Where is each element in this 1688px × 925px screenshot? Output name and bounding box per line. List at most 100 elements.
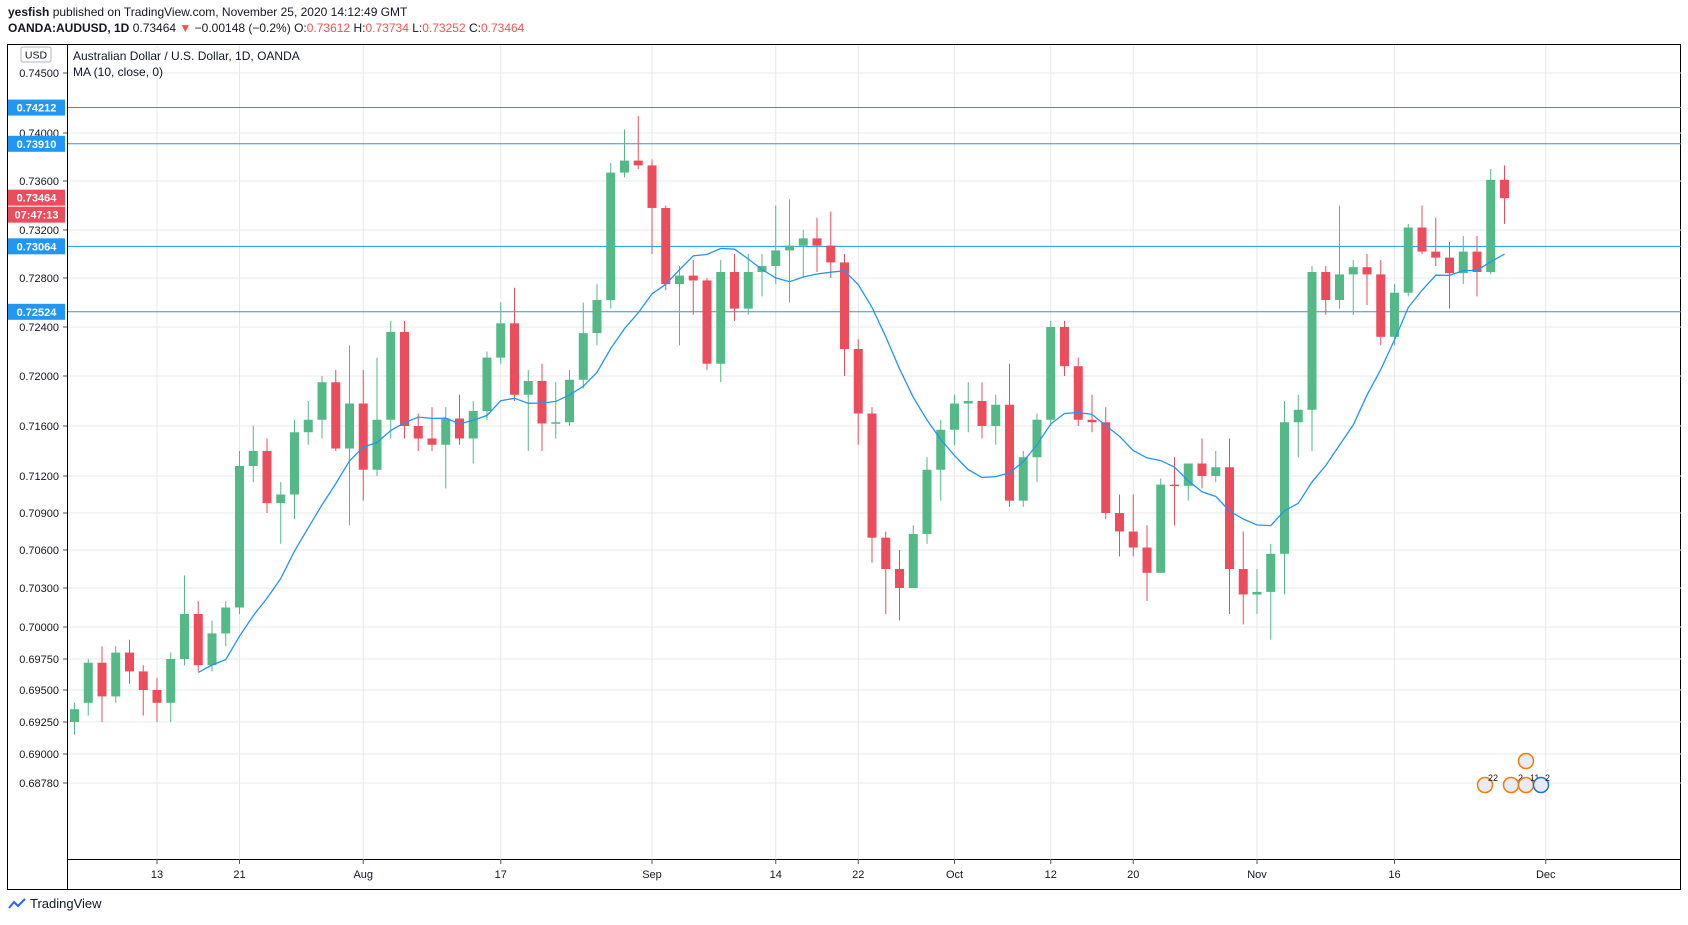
candle-down <box>1128 531 1138 548</box>
candle-up <box>1266 553 1276 592</box>
level-label: 0.72524 <box>17 307 58 319</box>
ma-indicator-label[interactable]: MA (10, close, 0) <box>73 65 163 79</box>
event-count-2: 2 <box>1518 773 1523 783</box>
level-label: 0.74212 <box>17 103 57 115</box>
candle-up <box>1486 179 1496 272</box>
y-tick-label: 0.70600 <box>19 545 59 557</box>
x-tick-label: Sep <box>642 869 662 881</box>
level-label-bg <box>8 99 65 116</box>
candle-down <box>1060 327 1069 367</box>
last-price: 0.73464 <box>132 21 177 35</box>
candle-up <box>1390 292 1399 337</box>
candle-up <box>317 382 327 420</box>
candle-down <box>138 671 148 690</box>
au-flag-icon[interactable] <box>1532 776 1550 794</box>
y-tick-label: 0.70300 <box>19 583 59 595</box>
price-tags: 0.73464 07:47:13 <box>8 189 65 223</box>
candle-down <box>1362 267 1372 275</box>
chart-border <box>7 44 1681 890</box>
low-label: L: <box>412 21 423 35</box>
candle-up <box>1046 327 1056 420</box>
economic-events[interactable]: 22 2 11 2 <box>1476 752 1551 794</box>
x-tick-label: 16 <box>1388 869 1400 881</box>
level-label: 0.73064 <box>17 241 58 253</box>
us-flag-icon[interactable] <box>1476 776 1494 794</box>
candle-up <box>276 494 286 504</box>
candle-up <box>785 245 794 251</box>
candle-up <box>1211 467 1221 476</box>
candle-down <box>1073 366 1083 420</box>
brand-name[interactable]: TradingView <box>30 896 102 911</box>
candle-up <box>991 404 1001 426</box>
price-chart[interactable]: 0.745000.740000.736000.732000.728000.724… <box>7 44 1681 890</box>
x-tick-label: 13 <box>151 869 163 881</box>
candle-up <box>950 403 959 430</box>
quote-line: OANDA:AUDUSD, 1D 0.73464 ▼ −0.00148 (−0.… <box>8 20 524 36</box>
candle-down <box>1170 484 1179 487</box>
y-tick-label: 0.70000 <box>19 622 59 634</box>
candle-up <box>441 418 451 445</box>
current-price-bg <box>8 189 65 206</box>
y-tick-label: 0.69750 <box>19 654 59 666</box>
candle-down <box>262 451 272 504</box>
candle-down <box>413 426 423 439</box>
candle-down <box>826 245 836 263</box>
tradingview-logo-icon[interactable] <box>8 897 26 910</box>
candle-down <box>510 323 519 395</box>
candle-up <box>1403 227 1413 293</box>
candle-down <box>97 662 107 697</box>
y-tick-label: 0.73600 <box>19 176 59 188</box>
candle-up <box>482 357 492 411</box>
candle-down <box>1087 419 1097 423</box>
candle-up <box>1018 457 1028 501</box>
candle-up <box>70 709 79 722</box>
candle-down <box>358 403 368 470</box>
candle-up <box>345 403 354 449</box>
candle-up <box>922 469 932 534</box>
candle-down <box>125 652 134 672</box>
candle-down <box>193 614 203 666</box>
y-tick-label: 0.69500 <box>19 685 59 697</box>
candle-up <box>235 466 244 608</box>
candle-up <box>1032 419 1042 458</box>
symbol-label: OANDA:AUDUSD, 1D <box>8 21 130 35</box>
candle-up <box>111 652 121 697</box>
close-label: C: <box>468 21 481 35</box>
us-flag-icon[interactable] <box>1502 776 1520 794</box>
candle-down <box>1445 257 1454 274</box>
candle-up <box>675 275 684 285</box>
level-label-bg <box>8 135 65 152</box>
y-tick-label: 0.71600 <box>19 421 59 433</box>
candle-up <box>180 614 189 659</box>
y-tick-label: 0.69000 <box>19 749 59 761</box>
candle-up <box>207 633 217 666</box>
candle-up <box>1156 484 1166 573</box>
event-count-22: 22 <box>1488 773 1498 783</box>
candle-up <box>620 160 629 173</box>
candle-up <box>303 419 313 433</box>
author-name[interactable]: yesfish <box>8 5 50 19</box>
level-label: 0.73910 <box>17 139 57 151</box>
y-tick-label: 0.69250 <box>19 717 59 729</box>
chart-frame[interactable]: 0.74500 0.74000 0.73600 0.73200 0.72800 0.724… <box>7 44 1681 895</box>
candle-down <box>853 349 863 414</box>
high-label: H: <box>353 21 366 35</box>
candle-down <box>331 382 341 449</box>
candle-down <box>702 280 712 364</box>
currency-badge[interactable] <box>20 46 52 63</box>
level-label-bg <box>8 303 65 320</box>
au-flag-icon[interactable] <box>1517 752 1535 770</box>
footer: TradingView <box>8 896 102 911</box>
candle-down <box>977 401 987 426</box>
x-tick-label: Aug <box>353 869 373 881</box>
publish-line: yesfish published on TradingView.com, No… <box>8 4 524 20</box>
time-axis: 13 21 Aug 17 Sep 14 22 Oct 12 20 Nov 16 Dec <box>151 859 1556 881</box>
x-tick-label: 21 <box>233 869 245 881</box>
candle-up <box>372 419 382 470</box>
x-tick-label: 17 <box>495 869 507 881</box>
candle-up <box>771 250 781 266</box>
candle-down <box>1225 467 1234 569</box>
y-tick-label: 0.74500 <box>19 68 59 80</box>
x-tick-label: Nov <box>1247 869 1267 881</box>
candle-up <box>798 238 808 246</box>
